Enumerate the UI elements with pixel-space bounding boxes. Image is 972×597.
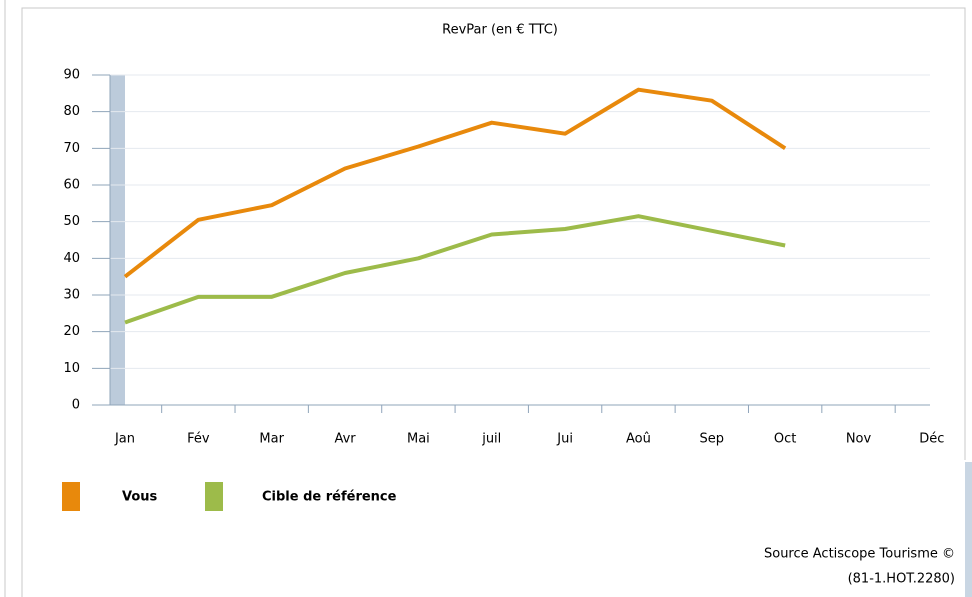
frame [21, 7, 966, 597]
series-line [123, 87, 787, 279]
y-tick-label: 50 [63, 214, 80, 229]
scroll-strip [965, 462, 972, 597]
x-tick-label: Aoû [626, 432, 651, 447]
y-tick-label: 30 [63, 288, 80, 303]
legend-label: Cible de référence [262, 490, 397, 505]
y-tick-label: 80 [63, 104, 80, 119]
x-tick-label: Sep [700, 432, 725, 447]
x-tick-label: Oct [774, 432, 796, 447]
legend-swatch [205, 482, 223, 511]
y-tick-label: 40 [63, 251, 80, 266]
axis-band [110, 75, 125, 405]
x-tick-label: Fév [187, 432, 210, 447]
y-tick-label: 20 [63, 324, 80, 339]
x-tick-label: Déc [919, 432, 944, 447]
chart-title: RevPar (en € TTC) [442, 23, 558, 38]
series-line [124, 214, 786, 325]
y-tick-label: 10 [63, 361, 80, 376]
x-tick-label: Jui [556, 432, 573, 447]
legend-label: Vous [122, 490, 158, 505]
source: Source Actiscope Tourisme © [764, 547, 955, 562]
x-tick-label: Avr [334, 432, 356, 447]
y-tick-label: 60 [63, 178, 80, 193]
x-tick-label: Jan [114, 432, 135, 447]
x-tick-label: Nov [846, 432, 872, 447]
source: (81-1.HOT.2280) [848, 572, 955, 587]
y-tick-label: 70 [63, 141, 80, 156]
legend-swatch [62, 482, 80, 511]
y-tick-label: 90 [63, 68, 80, 83]
y-tick-label: 0 [72, 398, 80, 413]
x-tick-label: juil [481, 432, 501, 447]
x-tick-label: Mai [407, 432, 430, 447]
x-tick-label: Mar [259, 432, 284, 447]
